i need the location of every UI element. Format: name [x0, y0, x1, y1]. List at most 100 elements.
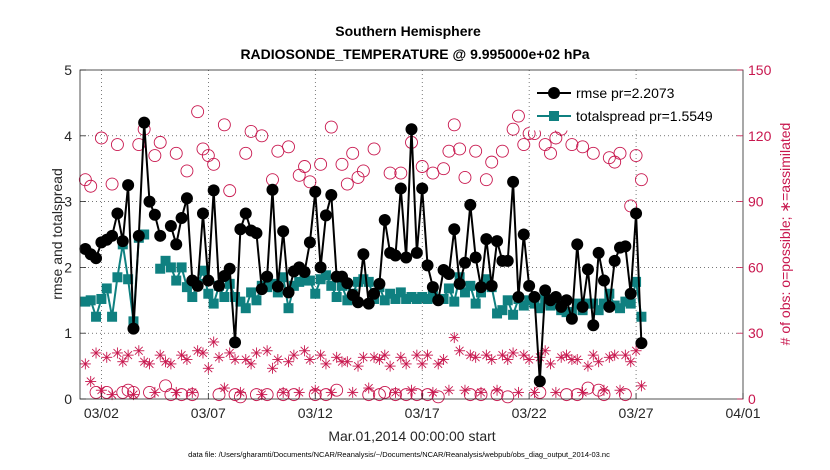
y-right-tick-label: 60 — [748, 259, 764, 275]
totalspread-point — [497, 305, 508, 316]
rmse-point — [325, 189, 338, 202]
totalspread-point — [155, 263, 166, 274]
totalspread-point — [406, 292, 417, 303]
totalspread-point — [101, 283, 112, 294]
rmse-point — [111, 207, 124, 220]
assimilated-obs-point — [245, 358, 257, 370]
totalspread-point — [358, 274, 369, 285]
totalspread-point — [224, 278, 235, 289]
possible-obs-point — [618, 388, 632, 402]
rmse-point — [138, 116, 151, 129]
totalspread-point — [625, 298, 636, 309]
rmse-point — [298, 266, 311, 279]
totalspread-point — [379, 295, 390, 306]
assimilated-obs-point — [325, 386, 337, 398]
possible-obs-point — [415, 160, 429, 173]
totalspread-point — [208, 298, 219, 309]
assimilated-obs-point — [277, 386, 289, 398]
assimilated-obs-point — [101, 351, 113, 363]
rmse-point — [277, 225, 290, 238]
totalspread-point — [288, 280, 299, 291]
assimilated-obs-point — [486, 354, 498, 366]
rmse-point — [458, 256, 471, 269]
assimilated-obs-point — [432, 358, 444, 370]
rmse-point — [373, 277, 386, 290]
totalspread-point — [107, 311, 118, 322]
assimilated-obs-point — [491, 384, 503, 396]
possible-obs-point — [485, 155, 499, 169]
totalspread-point — [604, 288, 615, 299]
y-tick-label: 0 — [64, 391, 72, 407]
rmse-point — [507, 175, 520, 188]
totalspread-point — [320, 270, 331, 281]
assimilated-obs-point — [117, 356, 129, 368]
assimilated-obs-point — [283, 356, 295, 368]
possible-obs-point — [110, 138, 124, 152]
rmse-point — [464, 198, 477, 211]
totalspread-point — [459, 287, 470, 298]
rmse-point — [448, 223, 461, 236]
totalspread-point — [518, 300, 529, 311]
possible-obs-point — [634, 173, 648, 187]
assimilated-obs-point — [304, 354, 316, 366]
rmse-point — [523, 279, 536, 292]
assimilated-obs-point — [582, 360, 594, 372]
possible-obs-point — [94, 131, 108, 145]
rmse-point — [619, 240, 632, 253]
possible-obs-point — [372, 388, 386, 402]
totalspread-point — [422, 293, 433, 304]
rmse-point — [271, 280, 284, 293]
rmse-point — [170, 238, 183, 251]
assimilated-obs-point — [422, 349, 434, 361]
series-layer — [78, 105, 648, 404]
y-right-tick-label: 0 — [748, 391, 756, 407]
totalspread-point — [636, 311, 647, 322]
rmse-point — [223, 262, 236, 275]
x-tick-label: 03/12 — [298, 405, 333, 421]
assimilated-obs-point — [400, 358, 412, 370]
rmse-point — [592, 246, 605, 259]
possible-obs-point — [153, 135, 167, 149]
rmse-point — [127, 322, 140, 335]
possible-obs-point — [298, 160, 312, 173]
assimilated-obs-point — [224, 347, 236, 359]
totalspread-point — [598, 298, 609, 309]
rmse-point — [416, 182, 429, 195]
possible-obs-point — [447, 118, 461, 132]
totalspread-point — [304, 275, 315, 286]
possible-obs-point — [565, 138, 579, 152]
assimilated-obs-point — [347, 386, 359, 398]
assimilated-obs-point — [496, 349, 508, 361]
assimilated-obs-point — [240, 354, 252, 366]
possible-obs-point — [613, 146, 627, 160]
rmse-point — [116, 235, 129, 248]
rmse-point — [469, 251, 482, 264]
rmse-point — [352, 296, 365, 309]
legend: rmse pr=2.2073 totalspread pr=1.5549 — [529, 79, 737, 131]
possible-obs-point — [517, 138, 531, 152]
assimilated-obs-point — [593, 356, 605, 368]
rmse-point — [549, 291, 562, 304]
assimilated-obs-point — [154, 349, 166, 361]
totalspread-point — [181, 282, 192, 293]
y-axis-label: rmse and totalspread — [49, 168, 65, 300]
assimilated-obs-point — [299, 345, 311, 357]
plot-frame — [79, 69, 744, 400]
rmse-point — [368, 287, 381, 300]
x-tick-label: 03/17 — [405, 405, 440, 421]
possible-obs-point — [324, 120, 338, 134]
possible-obs-point — [458, 171, 472, 184]
assimilated-obs-point — [288, 349, 300, 361]
chart-subtitle: RADIOSONDE_TEMPERATURE @ 9.995000e+02 hP… — [240, 46, 589, 62]
rmse-point — [475, 281, 488, 294]
possible-obs-point — [164, 388, 178, 402]
totalspread-point — [278, 272, 289, 283]
assimilated-obs-point — [144, 358, 156, 370]
rmse-point — [191, 279, 204, 292]
totalspread-point — [353, 276, 364, 287]
assimilated-obs-point — [272, 354, 284, 366]
assimilated-obs-point — [454, 345, 466, 357]
possible-obs-point — [223, 184, 237, 198]
y-tick-label: 5 — [64, 62, 72, 78]
